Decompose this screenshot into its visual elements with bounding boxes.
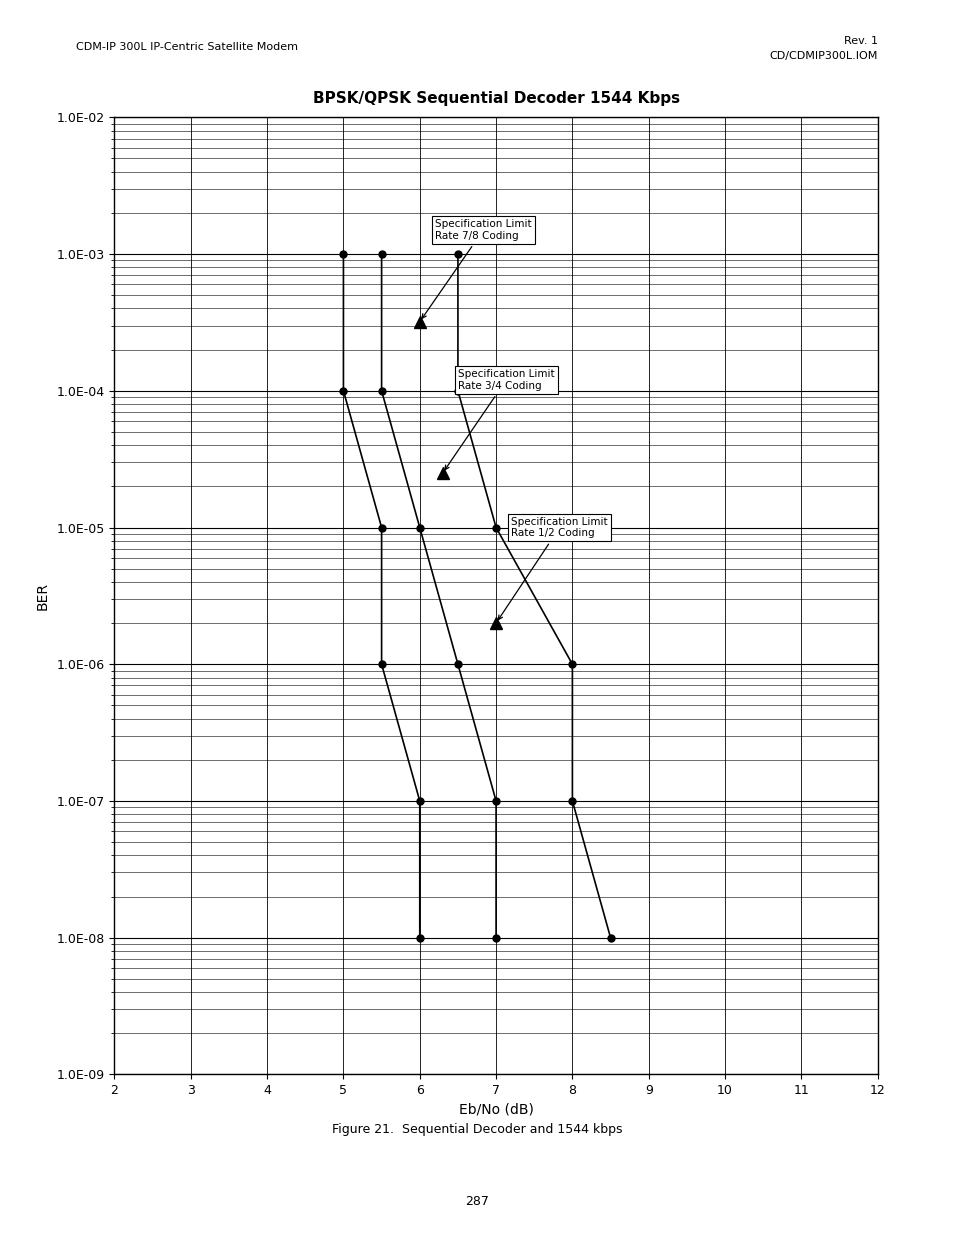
Text: Specification Limit
Rate 7/8 Coding: Specification Limit Rate 7/8 Coding	[421, 219, 531, 319]
Text: Specification Limit
Rate 3/4 Coding: Specification Limit Rate 3/4 Coding	[444, 369, 554, 469]
Title: BPSK/QPSK Sequential Decoder 1544 Kbps: BPSK/QPSK Sequential Decoder 1544 Kbps	[313, 91, 679, 106]
Text: Specification Limit
Rate 1/2 Coding: Specification Limit Rate 1/2 Coding	[497, 516, 607, 620]
Text: CDM-IP 300L IP-Centric Satellite Modem: CDM-IP 300L IP-Centric Satellite Modem	[76, 42, 298, 52]
X-axis label: Eb/No (dB): Eb/No (dB)	[458, 1103, 533, 1116]
Text: Rev. 1: Rev. 1	[842, 36, 877, 46]
Text: CD/CDMIP300L.IOM: CD/CDMIP300L.IOM	[768, 51, 877, 61]
Text: Figure 21.  Sequential Decoder and 1544 kbps: Figure 21. Sequential Decoder and 1544 k…	[332, 1123, 621, 1136]
Text: 287: 287	[464, 1194, 489, 1208]
Y-axis label: BER: BER	[35, 582, 50, 610]
